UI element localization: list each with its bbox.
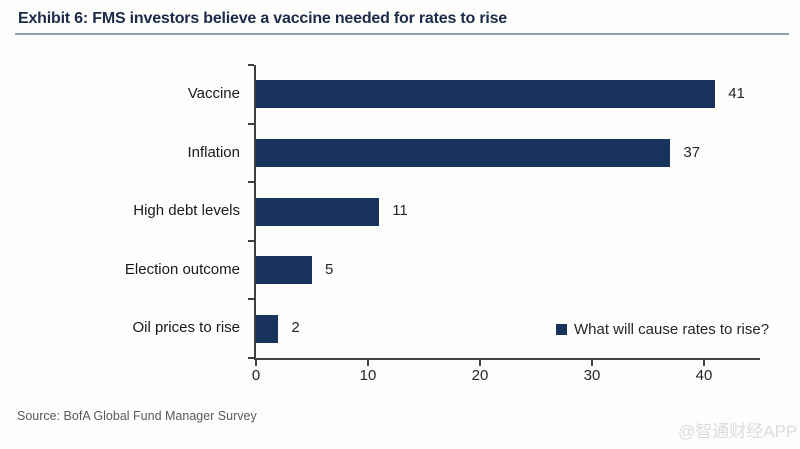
bar-high-debt-levels (256, 197, 380, 226)
x-axis-tick (591, 360, 593, 366)
bar-election-outcome (256, 256, 312, 285)
x-axis-tick (367, 360, 369, 366)
x-axis-tick (703, 360, 705, 366)
x-axis-tick (255, 360, 257, 366)
watermark: @智通财经APP (678, 422, 798, 441)
y-axis-tick (248, 298, 254, 301)
value-label-high-debt-levels: 11 (392, 202, 408, 220)
y-axis-tick (248, 239, 254, 242)
category-label-oil-prices-to-rise: Oil prices to rise (132, 319, 240, 337)
legend: What will cause rates to rise? (556, 321, 769, 338)
value-label-election-outcome: 5 (325, 260, 334, 278)
x-tick-label-0: 0 (251, 367, 261, 384)
y-axis-tick (248, 122, 254, 125)
plot-area: 41 37 11 5 2 (248, 64, 760, 366)
y-axis-tick (248, 64, 254, 66)
y-axis-tick (248, 357, 254, 359)
bar-oil-prices-to-rise (256, 314, 279, 343)
x-axis-labels: 0 10 20 30 40 (252, 367, 760, 387)
category-axis-labels: Vaccine Inflation High debt levels Election… (0, 65, 240, 358)
y-axis-tick (248, 181, 254, 184)
value-label-oil-prices-to-rise: 2 (291, 319, 300, 337)
value-label-inflation: 37 (683, 143, 701, 161)
legend-marker-icon (556, 324, 567, 335)
exhibit-title: Exhibit 6: FMS investors believe a vacci… (18, 10, 508, 27)
bar-vaccine (256, 80, 716, 109)
value-label-vaccine: 41 (728, 85, 745, 102)
x-tick-label-40: 40 (695, 367, 713, 384)
x-tick-label-20: 20 (471, 367, 489, 384)
bar-inflation (256, 138, 671, 167)
category-label-inflation: Inflation (187, 143, 240, 161)
source-note: Source: BofA Global Fund Manager Survey (17, 409, 257, 423)
legend-label: What will cause rates to rise? (574, 321, 770, 338)
category-label-election-outcome: Election outcome (124, 260, 240, 278)
category-label-high-debt-levels: High debt levels (133, 202, 240, 220)
category-label-vaccine: Vaccine (187, 85, 240, 102)
x-axis-tick (479, 360, 481, 366)
title-underline (15, 33, 789, 35)
x-tick-label-30: 30 (583, 367, 601, 384)
x-tick-label-10: 10 (359, 367, 377, 384)
